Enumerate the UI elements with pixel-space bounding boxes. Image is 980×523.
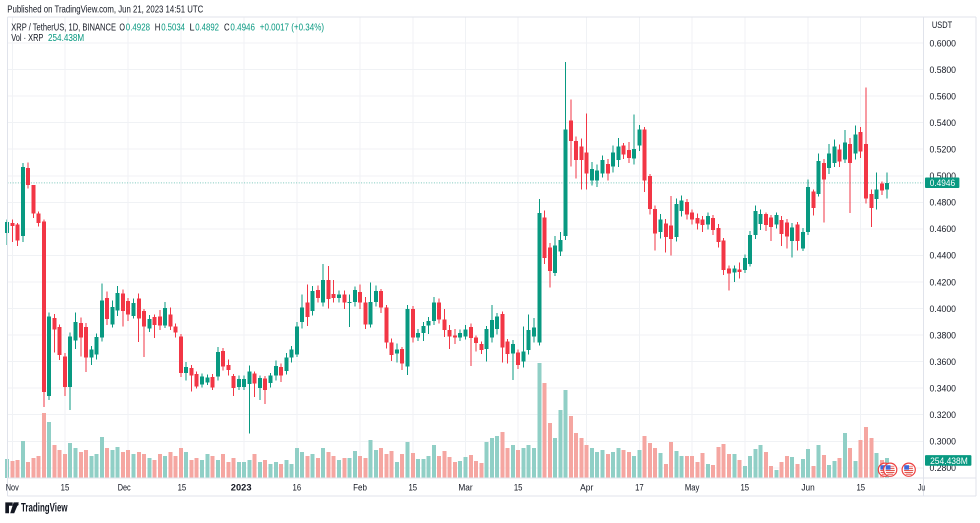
svg-text:15: 15 — [741, 482, 750, 493]
svg-text:0.4928: 0.4928 — [126, 22, 151, 33]
svg-text:16: 16 — [293, 482, 302, 493]
svg-text:Dec: Dec — [118, 482, 131, 493]
svg-text:C: C — [224, 22, 230, 33]
svg-text:0.3000: 0.3000 — [930, 437, 957, 448]
svg-text:0.5400: 0.5400 — [930, 118, 957, 129]
svg-text:Mar: Mar — [458, 482, 473, 493]
svg-text:TradingView: TradingView — [21, 500, 68, 514]
svg-text:15: 15 — [856, 482, 865, 493]
svg-text:0.4600: 0.4600 — [930, 224, 957, 235]
svg-text:0.4200: 0.4200 — [930, 277, 957, 288]
svg-text:Apr: Apr — [580, 482, 594, 493]
svg-text:Published on TradingView.com,: Published on TradingView.com, Jun 21, 20… — [7, 4, 203, 15]
svg-text:0.4000: 0.4000 — [930, 304, 957, 315]
svg-text:0.2800: 0.2800 — [930, 463, 957, 474]
svg-text:0.5800: 0.5800 — [930, 65, 957, 76]
svg-text:Ju: Ju — [918, 482, 925, 493]
svg-text:15: 15 — [408, 482, 417, 493]
svg-text:0.6000: 0.6000 — [930, 38, 957, 49]
svg-text:0.3800: 0.3800 — [930, 330, 957, 341]
svg-text:0.4800: 0.4800 — [930, 198, 957, 209]
svg-text:15: 15 — [514, 482, 523, 493]
svg-text:0.5600: 0.5600 — [930, 91, 957, 102]
svg-text:May: May — [685, 482, 700, 493]
svg-text:0.5000: 0.5000 — [930, 171, 957, 182]
svg-text:17: 17 — [635, 482, 644, 493]
svg-text:Vol · XRP: Vol · XRP — [11, 33, 44, 44]
svg-text:0.5034: 0.5034 — [161, 22, 185, 33]
svg-text:Nov: Nov — [6, 482, 19, 493]
svg-text:0.3200: 0.3200 — [930, 410, 957, 421]
svg-text:15: 15 — [61, 482, 70, 493]
svg-text:254.438M: 254.438M — [930, 456, 968, 467]
svg-text:L: L — [190, 22, 196, 33]
svg-text:254.438M: 254.438M — [48, 33, 84, 44]
svg-text:0.4892: 0.4892 — [195, 22, 219, 33]
svg-text:0.3600: 0.3600 — [930, 357, 957, 368]
svg-text:USDT: USDT — [932, 20, 952, 31]
svg-text:Feb: Feb — [353, 482, 367, 493]
svg-text:XRP / TetherUS, 1D, BINANCE: XRP / TetherUS, 1D, BINANCE — [11, 22, 116, 33]
svg-text:0.4946: 0.4946 — [930, 178, 956, 189]
svg-text:15: 15 — [178, 482, 187, 493]
svg-text:Jun: Jun — [801, 482, 814, 493]
svg-text:H: H — [155, 22, 161, 33]
svg-text:2023: 2023 — [231, 482, 252, 493]
svg-text:0.5200: 0.5200 — [930, 145, 957, 156]
svg-text:+0.0017 (+0.34%): +0.0017 (+0.34%) — [260, 22, 324, 33]
svg-text:0.3400: 0.3400 — [930, 383, 957, 394]
svg-text:O: O — [119, 22, 125, 33]
svg-text:0.4400: 0.4400 — [930, 251, 957, 262]
svg-text:0.4946: 0.4946 — [230, 22, 255, 33]
